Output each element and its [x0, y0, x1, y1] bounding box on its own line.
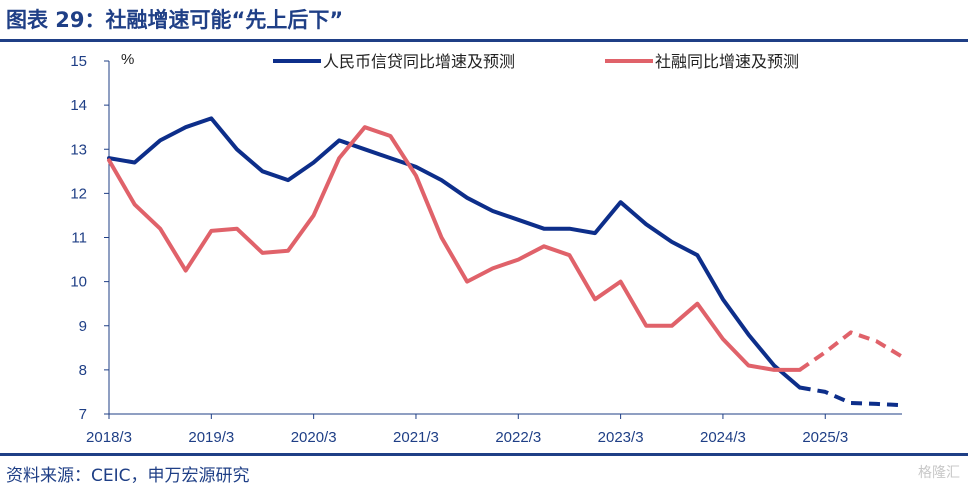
loan-growth-forecast-line [799, 385, 903, 408]
x-tick-label: 2024/3 [700, 429, 746, 446]
x-tick-label: 2021/3 [393, 429, 439, 446]
x-tick-label: 2025/3 [802, 429, 848, 446]
loan-growth-actual-line [107, 116, 802, 390]
watermark-logo: 格隆汇 [918, 465, 960, 481]
y-tick-label: 8 [79, 362, 87, 379]
series-layer [107, 116, 904, 408]
y-axis-unit: % [121, 51, 134, 68]
y-tick-label: 9 [79, 318, 87, 335]
y-tick-label: 14 [70, 97, 87, 114]
y-tick-label: 13 [70, 141, 87, 158]
x-tick-label: 2019/3 [188, 429, 234, 446]
chart-title: 图表 29：社融增速可能“先上后下” [6, 8, 344, 32]
legend-label: 人民币信贷同比增速及预测 [323, 52, 515, 71]
source-note: 资料来源：CEIC，申万宏源研究 [6, 466, 250, 486]
title-bar: 图表 29：社融增速可能“先上后下” [0, 0, 968, 42]
legend-label: 社融同比增速及预测 [655, 52, 799, 71]
y-tick-label: 11 [71, 230, 87, 247]
axes: 7 8 9 10 11 12 13 14 15 % 2018/3 2019/3 2020/3 2021/3… [70, 51, 902, 446]
footer-rule [0, 453, 968, 456]
y-tick-label: 10 [70, 274, 87, 291]
x-tick-label: 2018/3 [86, 429, 132, 446]
x-tick-label: 2022/3 [495, 429, 541, 446]
x-tick-label: 2023/3 [598, 429, 644, 446]
y-tick-label: 12 [70, 185, 87, 202]
y-tick-label: 7 [79, 406, 87, 423]
x-tick-label: 2020/3 [291, 429, 337, 446]
social-financing-growth-forecast-line [798, 330, 904, 372]
legend: 人民币信贷同比增速及预测 社融同比增速及预测 [273, 52, 799, 71]
y-tick-label: 15 [70, 53, 87, 70]
title-rule [0, 39, 968, 42]
social-financing-growth-actual-line [107, 125, 802, 372]
